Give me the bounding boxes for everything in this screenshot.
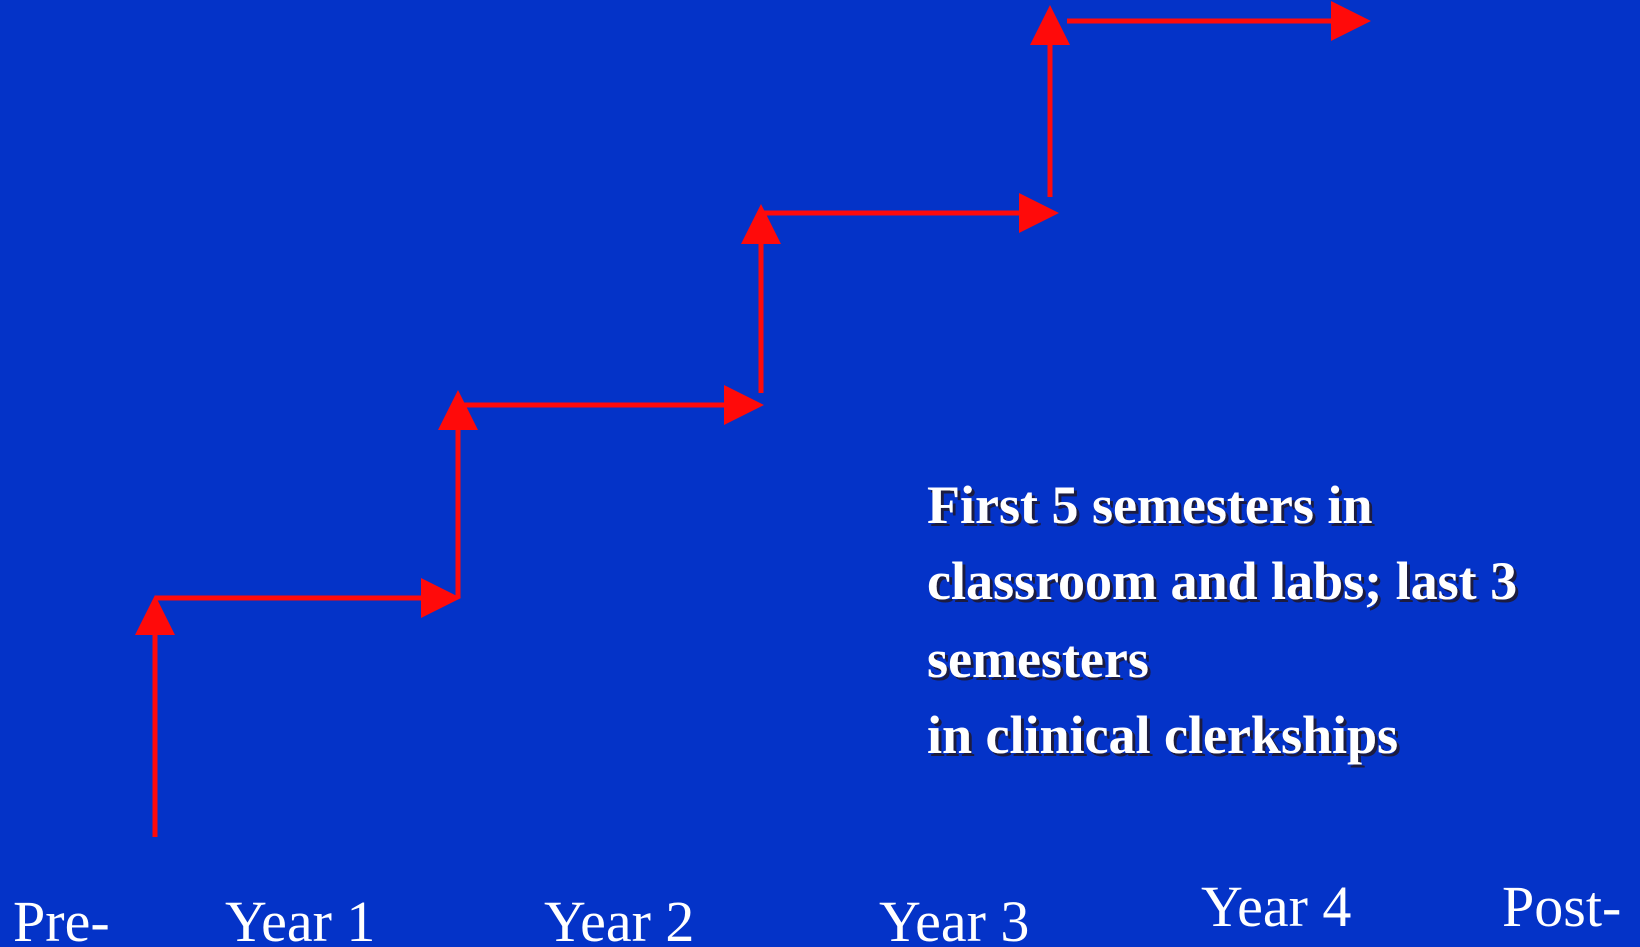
timeline-label: Year 1 [225,889,375,947]
annotation-line: classroom and labs; last 3 [927,551,1517,611]
annotation-line: First 5 semesters in [927,475,1372,535]
timeline-label: Pre- [13,889,110,947]
timeline-label: Post- [1502,874,1621,939]
annotation-line: semesters [927,629,1149,689]
timeline-label: Year 2 [544,889,694,947]
timeline-labels: Pre- Year 1 Year 2 Year 3 Year 4 Post- [13,874,1621,947]
timeline-label: Year 4 [1201,874,1351,939]
staircase [135,1,1371,837]
annotation-line: in clinical clerkships [927,705,1398,765]
timeline-label: Year 3 [879,889,1029,947]
annotation: First 5 semesters in classroom and labs;… [927,475,1517,765]
